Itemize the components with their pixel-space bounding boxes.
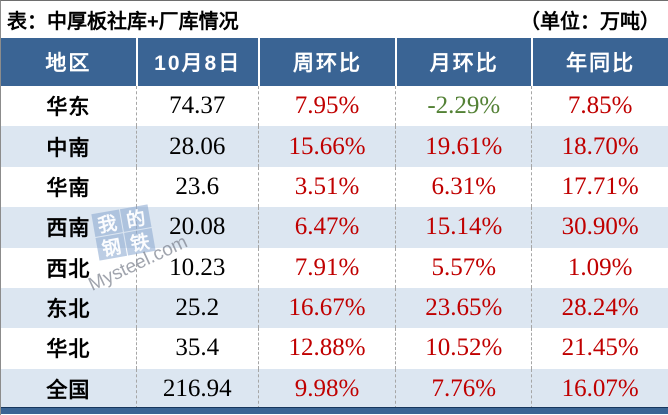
table-title: 表：中厚板社库+厂库情况: [7, 11, 239, 33]
yoy-cell: 7.85%: [531, 86, 668, 127]
wow-cell: 3.51%: [257, 166, 396, 208]
header-mom: 月环比: [395, 38, 531, 86]
mom-cell: 5.57%: [395, 247, 531, 288]
mom-cell: 6.31%: [395, 166, 531, 208]
yoy-cell: 28.24%: [531, 287, 668, 329]
region-cell: 中南: [46, 136, 91, 160]
region-cell: 华北: [46, 338, 91, 362]
region-cell: 西南: [46, 217, 91, 241]
unit-label: （单位：万吨）: [520, 11, 660, 33]
mom-cell: 19.61%: [395, 126, 531, 167]
region-cell: 华南: [46, 176, 91, 200]
inventory-value-cell: 74.37: [135, 86, 258, 127]
inventory-value-cell: 35.4: [135, 328, 258, 369]
mom-cell: 10.52%: [395, 328, 531, 369]
inventory-value-cell: 28.06: [135, 126, 258, 167]
yoy-cell: 21.45%: [531, 328, 668, 369]
table-row: 华东 74.37 7.95% -2.29% 7.85%: [1, 86, 668, 127]
table-body: 华东 74.37 7.95% -2.29% 7.85% 中南 28.06 15.…: [1, 86, 668, 409]
region-cell: 东北: [46, 298, 91, 322]
region-cell: 西北: [46, 257, 91, 281]
bottom-accent-bar: [1, 407, 668, 414]
table-row: 全国 216.94 9.98% 7.76% 16.07%: [1, 368, 668, 409]
wow-cell: 15.66%: [257, 126, 396, 167]
yoy-cell: 1.09%: [531, 247, 668, 288]
inventory-value-cell: 23.6: [135, 166, 258, 208]
inventory-value-cell: 25.2: [135, 287, 258, 329]
region-cell: 华东: [46, 96, 91, 120]
header-yoy: 年同比: [531, 38, 668, 86]
region-cell: 全国: [46, 378, 91, 402]
table-row: 西南 20.08 6.47% 15.14% 30.90%: [1, 207, 668, 248]
wow-cell: 6.47%: [257, 207, 396, 248]
wow-cell: 7.95%: [257, 86, 396, 127]
wow-cell: 7.91%: [257, 247, 396, 288]
table-row: 中南 28.06 15.66% 19.61% 18.70%: [1, 126, 668, 167]
table-row: 华北 35.4 12.88% 10.52% 21.45%: [1, 328, 668, 369]
wow-cell: 12.88%: [257, 328, 396, 369]
inventory-value-cell: 20.08: [135, 207, 258, 248]
inventory-value-cell: 10.23: [135, 247, 258, 288]
title-bar: 表：中厚板社库+厂库情况 （单位：万吨）: [1, 1, 668, 38]
table-row: 华南 23.6 3.51% 6.31% 17.71%: [1, 166, 668, 208]
mom-cell: -2.29%: [395, 86, 531, 127]
mom-cell: 7.76%: [395, 368, 531, 409]
header-wow: 周环比: [257, 38, 396, 86]
table-row: 西北 10.23 7.91% 5.57% 1.09%: [1, 247, 668, 288]
wow-cell: 16.67%: [257, 287, 396, 329]
mom-cell: 23.65%: [395, 287, 531, 329]
inventory-value-cell: 216.94: [135, 368, 258, 409]
yoy-cell: 30.90%: [531, 207, 668, 248]
header-region: 地区: [45, 52, 92, 75]
yoy-cell: 18.70%: [531, 126, 668, 167]
yoy-cell: 17.71%: [531, 166, 668, 208]
mom-cell: 15.14%: [395, 207, 531, 248]
table-row: 东北 25.2 16.67% 23.65% 28.24%: [1, 287, 668, 329]
header-date: 10月8日: [135, 38, 258, 86]
wow-cell: 9.98%: [257, 368, 396, 409]
table-header-row: 地区 10月8日 周环比 月环比 年同比: [1, 38, 668, 86]
yoy-cell: 16.07%: [531, 368, 668, 409]
